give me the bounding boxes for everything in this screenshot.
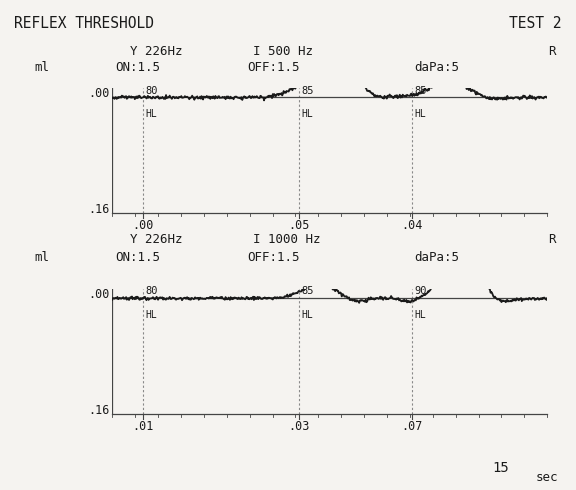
Text: Y 226Hz: Y 226Hz bbox=[130, 45, 182, 58]
Text: ml: ml bbox=[35, 251, 50, 264]
Text: 80: 80 bbox=[145, 287, 157, 296]
Text: HL: HL bbox=[301, 109, 313, 119]
Text: HL: HL bbox=[145, 109, 157, 119]
Text: .16: .16 bbox=[88, 202, 109, 216]
Text: OFF:1.5: OFF:1.5 bbox=[248, 251, 300, 264]
Text: 85: 85 bbox=[301, 86, 314, 96]
Text: HL: HL bbox=[415, 109, 426, 119]
Text: ON:1.5: ON:1.5 bbox=[115, 251, 160, 264]
Text: HL: HL bbox=[415, 310, 426, 320]
Text: I 1000 Hz: I 1000 Hz bbox=[253, 233, 321, 246]
Text: OFF:1.5: OFF:1.5 bbox=[248, 61, 300, 74]
Text: sec: sec bbox=[536, 471, 559, 485]
Text: daPa:5: daPa:5 bbox=[415, 251, 460, 264]
Text: .01: .01 bbox=[132, 420, 153, 433]
Text: 15: 15 bbox=[492, 461, 510, 475]
Text: 85: 85 bbox=[415, 86, 427, 96]
Text: Y 226Hz: Y 226Hz bbox=[130, 233, 182, 246]
Text: 85: 85 bbox=[301, 287, 314, 296]
Text: REFLEX THRESHOLD: REFLEX THRESHOLD bbox=[14, 16, 154, 31]
Text: R: R bbox=[548, 233, 556, 246]
Text: I 500 Hz: I 500 Hz bbox=[253, 45, 313, 58]
Text: .00: .00 bbox=[88, 87, 109, 100]
Text: 90: 90 bbox=[415, 287, 427, 296]
Text: .05: .05 bbox=[289, 219, 310, 232]
Text: ON:1.5: ON:1.5 bbox=[115, 61, 160, 74]
Text: HL: HL bbox=[301, 310, 313, 320]
Text: daPa:5: daPa:5 bbox=[415, 61, 460, 74]
Text: .00: .00 bbox=[132, 219, 153, 232]
Text: TEST 2: TEST 2 bbox=[509, 16, 562, 31]
Text: .16: .16 bbox=[88, 403, 109, 416]
Text: HL: HL bbox=[145, 310, 157, 320]
Text: .07: .07 bbox=[401, 420, 423, 433]
Text: ml: ml bbox=[35, 61, 50, 74]
Text: R: R bbox=[548, 45, 556, 58]
Text: .03: .03 bbox=[289, 420, 310, 433]
Text: .04: .04 bbox=[401, 219, 423, 232]
Text: .00: .00 bbox=[88, 288, 109, 301]
Text: 80: 80 bbox=[145, 86, 157, 96]
